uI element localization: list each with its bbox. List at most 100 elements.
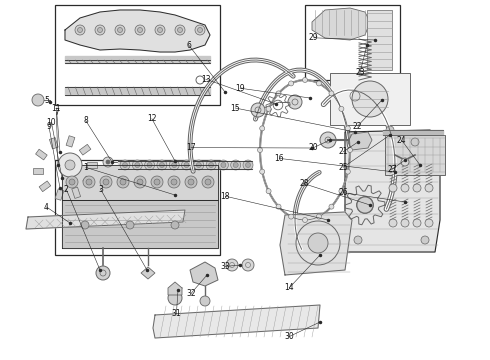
Ellipse shape [195,25,205,35]
Ellipse shape [32,94,44,106]
Ellipse shape [260,169,265,174]
Ellipse shape [233,162,238,167]
Ellipse shape [196,162,201,167]
Ellipse shape [401,184,409,192]
Ellipse shape [81,221,89,229]
Ellipse shape [83,176,95,188]
Ellipse shape [138,27,143,32]
Ellipse shape [289,81,294,86]
Ellipse shape [205,179,211,185]
Ellipse shape [65,160,75,170]
Text: 23: 23 [355,68,365,77]
Ellipse shape [134,176,146,188]
Ellipse shape [345,126,350,131]
Ellipse shape [206,160,216,170]
Ellipse shape [86,179,92,185]
Polygon shape [141,267,155,279]
Ellipse shape [354,138,362,146]
Ellipse shape [171,179,177,185]
Text: 25: 25 [338,163,348,172]
Ellipse shape [154,179,160,185]
Ellipse shape [184,162,189,167]
Ellipse shape [115,25,125,35]
Ellipse shape [302,217,308,222]
Ellipse shape [122,162,127,167]
Bar [55,189,64,200]
Ellipse shape [245,162,250,167]
Ellipse shape [357,197,373,213]
Ellipse shape [421,236,429,244]
Text: 1: 1 [83,163,88,172]
Ellipse shape [317,81,321,86]
Text: 29: 29 [309,33,318,42]
Ellipse shape [347,148,352,153]
Ellipse shape [221,162,226,167]
Ellipse shape [106,160,110,164]
Ellipse shape [308,233,328,253]
Ellipse shape [118,27,122,32]
Bar [385,135,445,175]
Ellipse shape [276,204,281,209]
Ellipse shape [169,160,179,170]
Ellipse shape [147,162,152,167]
Ellipse shape [185,176,197,188]
Ellipse shape [202,176,214,188]
Polygon shape [62,200,218,248]
Ellipse shape [181,160,192,170]
Polygon shape [65,87,210,95]
Text: 6: 6 [186,41,191,50]
Ellipse shape [155,25,165,35]
Ellipse shape [266,189,271,194]
Polygon shape [62,165,218,200]
Ellipse shape [209,162,214,167]
Ellipse shape [137,179,143,185]
Bar [66,136,75,147]
Ellipse shape [117,176,129,188]
Ellipse shape [320,132,336,148]
Ellipse shape [100,176,112,188]
Polygon shape [118,161,252,169]
Text: 9: 9 [47,122,51,131]
Ellipse shape [145,160,155,170]
Text: 12: 12 [147,114,157,123]
Ellipse shape [175,25,185,35]
Ellipse shape [200,296,210,306]
Text: 26: 26 [338,188,348,197]
Polygon shape [348,132,372,150]
Text: 3: 3 [98,185,103,194]
Ellipse shape [120,179,126,185]
Ellipse shape [389,219,397,227]
Text: 15: 15 [230,104,240,113]
Bar [36,149,47,160]
Text: 20: 20 [309,143,318,152]
Ellipse shape [194,160,204,170]
Ellipse shape [386,126,394,134]
Ellipse shape [188,179,194,185]
Ellipse shape [197,27,202,32]
Ellipse shape [151,176,163,188]
Ellipse shape [251,103,265,117]
Ellipse shape [401,158,409,166]
Polygon shape [65,10,210,52]
Ellipse shape [317,214,321,219]
Polygon shape [65,56,210,63]
Ellipse shape [389,184,397,192]
Bar [55,5,220,105]
Ellipse shape [413,184,421,192]
Ellipse shape [168,176,180,188]
Ellipse shape [231,160,241,170]
Polygon shape [26,210,185,229]
Bar [39,181,51,192]
Ellipse shape [266,106,271,111]
Ellipse shape [302,77,308,82]
Ellipse shape [288,95,302,109]
Ellipse shape [177,27,182,32]
Text: 4: 4 [44,202,49,212]
Text: 28: 28 [299,179,309,188]
Bar [55,160,220,255]
Text: 18: 18 [220,192,230,201]
Text: 31: 31 [172,310,181,319]
Text: 22: 22 [353,122,363,131]
Ellipse shape [339,106,344,111]
Ellipse shape [98,27,102,32]
